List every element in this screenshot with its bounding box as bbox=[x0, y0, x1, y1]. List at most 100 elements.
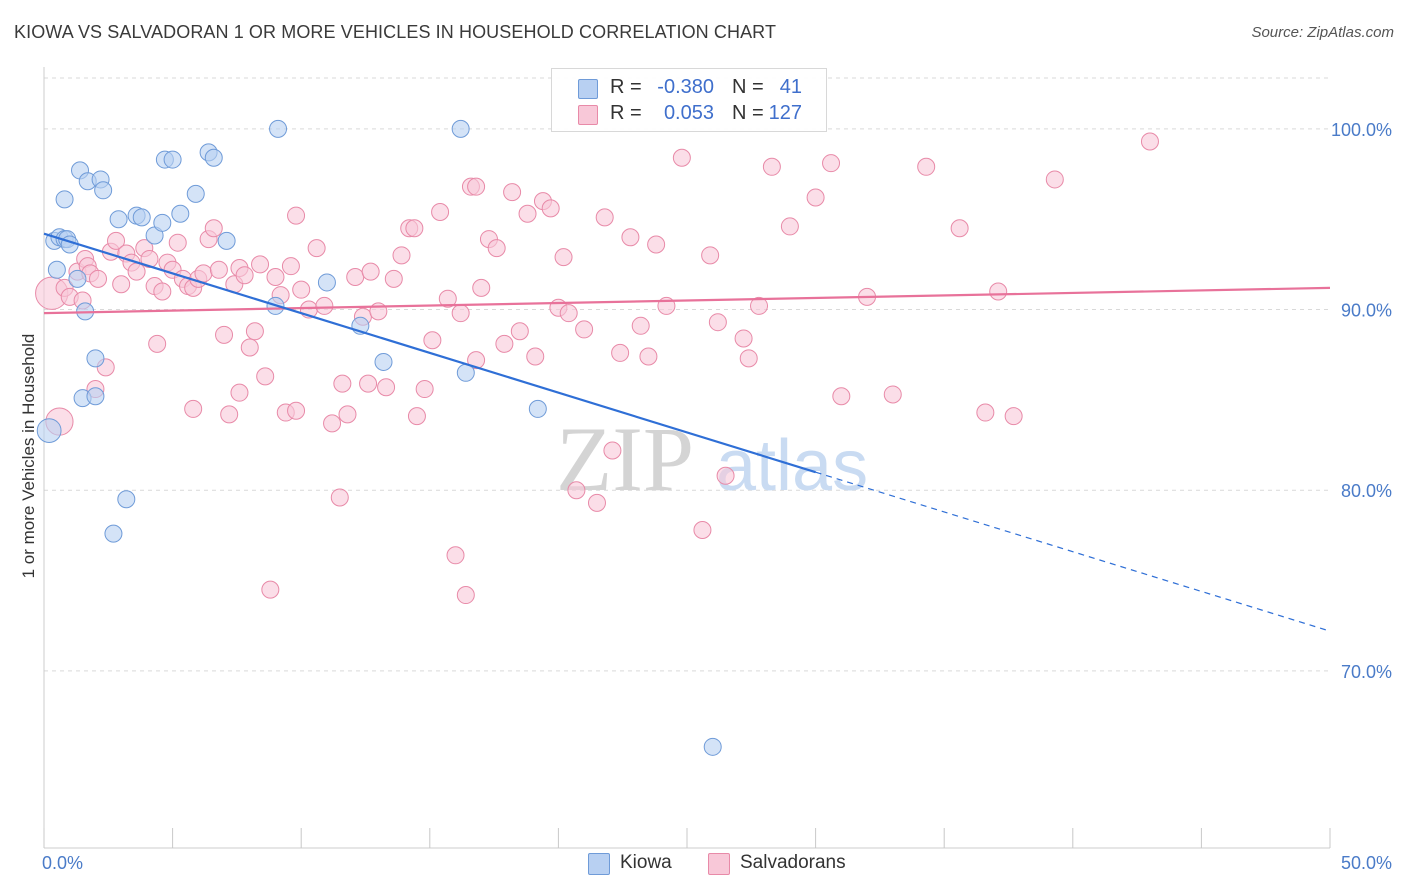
kiowa-point bbox=[269, 119, 288, 138]
salvadorans-point bbox=[235, 266, 254, 285]
salvadorans-point bbox=[184, 399, 203, 418]
correlation-legend: R = -0.380 N = 41 R = 0.053 N = 127 bbox=[551, 68, 827, 132]
salvadorans-point bbox=[220, 405, 239, 424]
kiowa-point bbox=[317, 273, 336, 292]
salvadorans-point bbox=[976, 403, 995, 422]
salvadorans-point bbox=[518, 204, 537, 223]
salvadorans-point bbox=[541, 199, 560, 218]
salvadorans-point bbox=[701, 246, 720, 265]
kiowa-point bbox=[36, 418, 62, 444]
salvadorans-point bbox=[256, 367, 275, 386]
salvadorans-point bbox=[307, 239, 326, 258]
salvadorans-point bbox=[472, 278, 491, 297]
salvadorans-point bbox=[112, 275, 131, 294]
salvadorans-point bbox=[503, 183, 522, 202]
salvadorans-point bbox=[883, 385, 902, 404]
kiowa-trend-line bbox=[43, 232, 816, 474]
kiowa-point bbox=[451, 119, 470, 138]
kiowa-point bbox=[528, 399, 547, 418]
salvadorans-point bbox=[467, 177, 486, 196]
salvadorans-point bbox=[567, 481, 586, 500]
salvadorans-point bbox=[89, 269, 108, 288]
salvadorans-point bbox=[384, 269, 403, 288]
kiowa-point bbox=[68, 269, 87, 288]
salvadorans-point bbox=[510, 322, 529, 341]
legend-label: Kiowa bbox=[620, 852, 672, 873]
n-label: N = bbox=[732, 76, 764, 98]
salvadorans-point bbox=[215, 325, 234, 344]
salvadorans-point bbox=[423, 331, 442, 350]
salvadorans-point bbox=[832, 387, 851, 406]
salvadorans-point bbox=[438, 289, 457, 308]
tick-labels: 70.0% 80.0% 90.0% 100.0% 0.0% 50.0% bbox=[42, 120, 1392, 873]
x-tick-label: 50.0% bbox=[1341, 853, 1392, 873]
salvadorans-point bbox=[693, 520, 712, 539]
trend-lines bbox=[43, 232, 1331, 632]
kiowa-point bbox=[374, 352, 393, 371]
salvadorans-point bbox=[559, 304, 578, 323]
salvadorans-point bbox=[526, 347, 545, 366]
kiowa-swatch bbox=[588, 853, 610, 875]
axes bbox=[43, 67, 1331, 849]
r-value: 0.053 bbox=[663, 102, 714, 124]
salvadorans-point bbox=[734, 329, 753, 348]
salvadorans-point bbox=[251, 255, 270, 274]
salvadorans-point bbox=[989, 282, 1008, 301]
salvadorans-point bbox=[338, 405, 357, 424]
r-value: -0.380 bbox=[657, 76, 714, 98]
kiowa-swatch bbox=[578, 79, 598, 99]
salvadorans-point bbox=[603, 441, 622, 460]
source-label: Source: ZipAtlas.com bbox=[1251, 24, 1394, 41]
salvadorans-point bbox=[780, 217, 799, 236]
kiowa-point bbox=[104, 524, 123, 543]
salvadorans-point bbox=[261, 580, 280, 599]
salvadorans-point bbox=[554, 248, 573, 267]
salvadorans-point bbox=[359, 374, 378, 393]
salvadorans-point bbox=[168, 233, 187, 252]
kiowa-point bbox=[217, 231, 236, 250]
salvadorans-point bbox=[631, 316, 650, 335]
legend-label: Salvadorans bbox=[740, 852, 846, 873]
kiowa-point bbox=[132, 208, 151, 227]
salvadorans-point bbox=[153, 282, 172, 301]
salvadorans-point bbox=[950, 219, 969, 238]
salvadorans-point bbox=[446, 546, 465, 565]
legend-row-salvadorans: R = 0.053 N = 127 bbox=[552, 101, 826, 127]
salvadorans-swatch bbox=[708, 853, 730, 875]
kiowa-point bbox=[153, 213, 172, 232]
salvadorans-point bbox=[346, 268, 365, 287]
kiowa-point bbox=[171, 204, 190, 223]
salvadorans-point bbox=[716, 466, 735, 485]
kiowa-point bbox=[204, 148, 223, 167]
watermark: ZIP atlas bbox=[556, 408, 868, 510]
salvadorans-point bbox=[281, 257, 300, 276]
salvadorans-point bbox=[587, 493, 606, 512]
kiowa-point bbox=[86, 349, 105, 368]
salvadorans-point bbox=[194, 264, 213, 283]
y-tick-label: 100.0% bbox=[1331, 120, 1392, 140]
salvadorans-point bbox=[639, 347, 658, 366]
salvadorans-point bbox=[750, 296, 769, 315]
salvadorans-point bbox=[240, 338, 259, 357]
r-label: R = bbox=[610, 102, 642, 124]
salvadorans-point bbox=[762, 157, 781, 176]
salvadorans-point bbox=[377, 378, 396, 397]
salvadorans-point bbox=[708, 313, 727, 332]
grid-lines bbox=[44, 77, 1330, 672]
salvadorans-point bbox=[245, 322, 264, 341]
kiowa-point bbox=[163, 150, 182, 169]
salvadorans-point bbox=[230, 383, 249, 402]
salvadorans-point bbox=[361, 262, 380, 281]
salvadorans-point bbox=[456, 586, 475, 605]
salvadorans-point bbox=[1045, 170, 1064, 189]
salvadorans-point bbox=[739, 349, 758, 368]
kiowa-point bbox=[47, 260, 66, 279]
salvadorans-point bbox=[1004, 407, 1023, 426]
salvadorans-point bbox=[822, 154, 841, 173]
salvadorans-point bbox=[405, 219, 424, 238]
kiowa-trend-extension bbox=[815, 471, 1331, 632]
x-tick-label: 0.0% bbox=[42, 853, 83, 873]
salvadorans-point bbox=[917, 157, 936, 176]
salvadorans-point bbox=[495, 334, 514, 353]
